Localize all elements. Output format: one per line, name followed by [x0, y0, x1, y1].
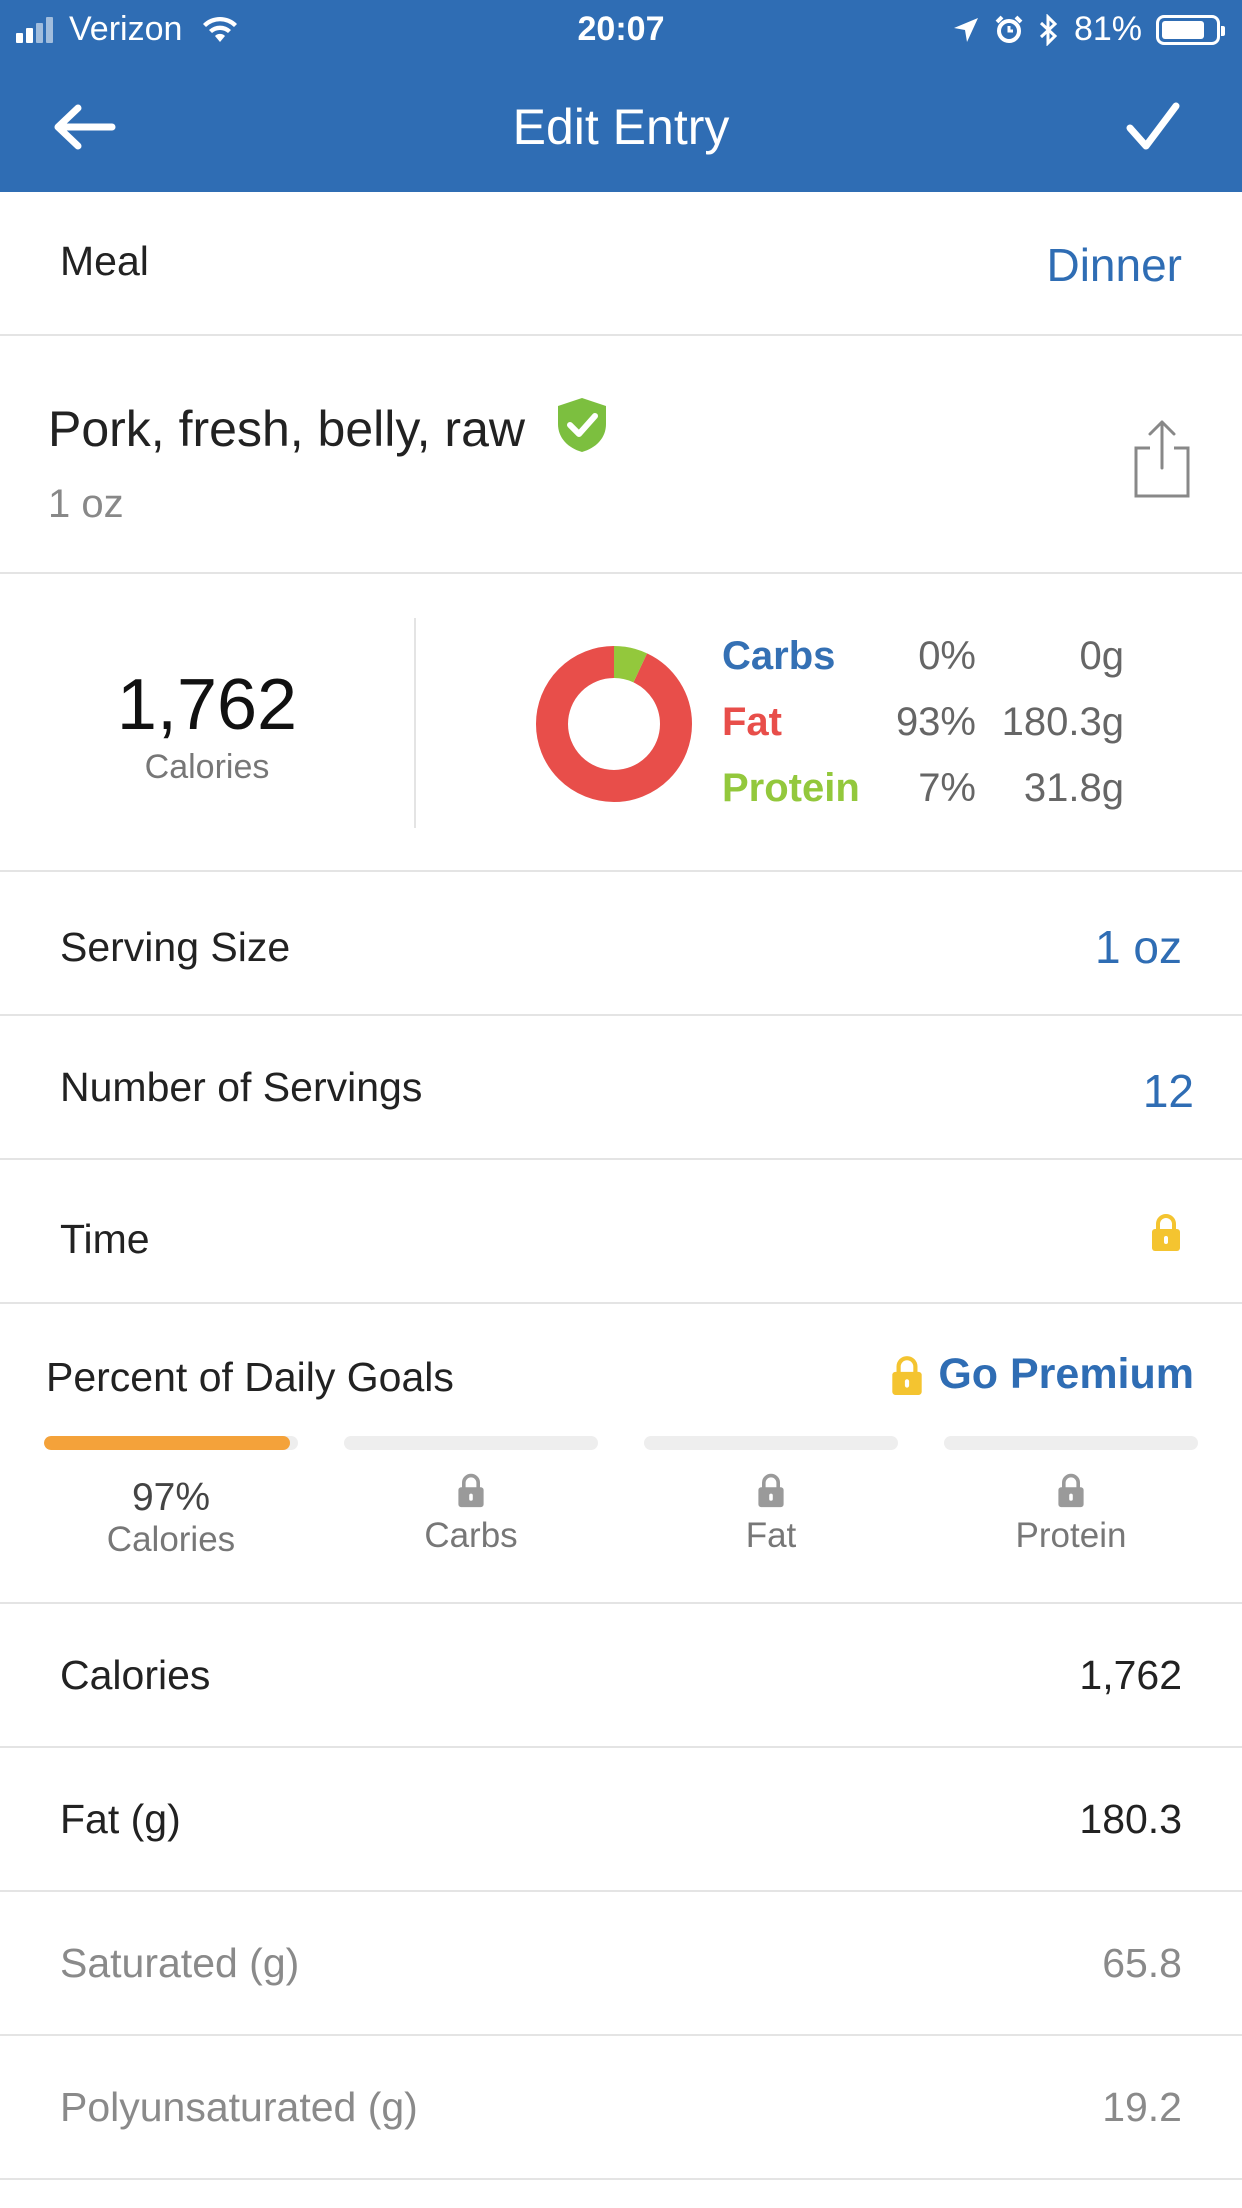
status-right: 81%: [952, 10, 1225, 49]
premium-lock-icon: [892, 1355, 923, 1395]
goal-protein-label: Protein: [1015, 1516, 1127, 1555]
goal-fat-label: Fat: [745, 1516, 797, 1555]
top-bar: Verizon 20:07 81%: [0, 0, 1242, 192]
time-row[interactable]: Time: [0, 1160, 1242, 1304]
goal-carbs-label: Carbs: [424, 1516, 518, 1555]
calorie-summary: 1,762 Calories Carbs 0% 0g Fat 93% 180.3…: [0, 574, 1242, 872]
macro-carbs-grams: 0g: [1079, 634, 1125, 678]
share-icon[interactable]: [1130, 416, 1194, 500]
nutrient-value: 180.3: [1079, 1796, 1182, 1842]
nutrient-row: Fat (g) 180.3: [0, 1748, 1242, 1892]
battery-percent: 81%: [1073, 10, 1142, 48]
page-title: Edit Entry: [512, 99, 730, 155]
nutrient-label: Calories: [60, 1652, 211, 1698]
goal-calories-percent: 97%: [131, 1476, 211, 1519]
goal-fat-track: [644, 1436, 898, 1450]
meal-value[interactable]: Dinner: [1046, 239, 1182, 291]
alarm-icon: [995, 15, 1023, 43]
nav-bar: Edit Entry: [0, 62, 1242, 192]
goal-calories-track: [44, 1436, 298, 1450]
donut-slice-fat: [536, 646, 692, 802]
status-time: 20:07: [577, 10, 665, 48]
calories-label: Calories: [144, 748, 270, 786]
serving-size-label: Serving Size: [60, 924, 291, 970]
go-premium-label: Go Premium: [938, 1350, 1194, 1398]
goal-fat: Fat: [644, 1436, 898, 1556]
macro-protein-name: Protein: [722, 766, 860, 810]
bluetooth-icon: [1039, 13, 1058, 46]
goal-calories-label: Calories: [106, 1520, 236, 1559]
carrier-label: Verizon: [69, 10, 183, 48]
signal-icon: [16, 16, 53, 43]
nutrient-label: Polyunsaturated (g): [60, 2084, 418, 2130]
location-arrow-icon: [953, 17, 978, 42]
status-left: Verizon: [16, 10, 238, 49]
lock-icon[interactable]: [1150, 1212, 1182, 1252]
macro-protein-grams: 31.8g: [1023, 766, 1124, 810]
serving-size-value[interactable]: 1 oz: [1095, 921, 1182, 973]
goal-carbs: Carbs: [344, 1436, 598, 1556]
goal-carbs-lock-icon: [458, 1473, 484, 1508]
macro-carbs-name: Carbs: [722, 634, 836, 678]
macro-fat-grams: 180.3g: [1001, 700, 1124, 744]
goal-protein-lock-icon: [1058, 1473, 1084, 1508]
food-quantity: 1 oz: [48, 482, 124, 526]
macro-fat-name: Fat: [722, 700, 782, 744]
food-name: Pork, fresh, belly, raw: [48, 401, 526, 457]
calories-total: 1,762: [116, 665, 298, 745]
number-of-servings-label: Number of Servings: [60, 1064, 423, 1110]
goal-carbs-track: [344, 1436, 598, 1450]
nutrient-value: 1,762: [1079, 1652, 1182, 1698]
go-premium-link[interactable]: Go Premium: [890, 1350, 1194, 1399]
nutrient-label: Fat (g): [60, 1796, 181, 1842]
food-header: Pork, fresh, belly, raw 1 oz: [0, 336, 1242, 574]
status-bar: Verizon 20:07 81%: [0, 0, 1242, 62]
nutrient-row: Saturated (g) 65.8: [0, 1892, 1242, 2036]
nutrient-value: 19.2: [1102, 2084, 1182, 2130]
macro-carbs-percent: 0%: [918, 634, 976, 678]
nutrient-value: 65.8: [1102, 1940, 1182, 1986]
back-arrow-icon[interactable]: [52, 102, 116, 152]
serving-size-row[interactable]: Serving Size 1 oz: [0, 872, 1242, 1016]
goal-protein-track: [944, 1436, 1198, 1450]
meal-label: Meal: [60, 238, 149, 284]
nutrient-row: Calories 1,762: [0, 1604, 1242, 1748]
macro-donut-chart: [536, 646, 692, 802]
time-label: Time: [60, 1216, 150, 1262]
save-check-icon[interactable]: [1124, 98, 1182, 156]
summary-divider: [414, 618, 416, 828]
number-of-servings-value[interactable]: 12: [1142, 1065, 1194, 1117]
nutrient-row: Polyunsaturated (g) 19.2: [0, 2036, 1242, 2180]
number-of-servings-row[interactable]: Number of Servings 12: [0, 1016, 1242, 1160]
goal-calories: 97% Calories: [44, 1436, 298, 1560]
donut-slice-protein: [536, 646, 692, 802]
nutrient-label: Saturated (g): [60, 1940, 300, 1986]
macro-protein-percent: 7%: [918, 766, 976, 810]
verified-shield-icon: [558, 398, 606, 452]
goal-calories-progress: [44, 1436, 291, 1450]
goal-protein: Protein: [944, 1436, 1198, 1556]
daily-goals-title: Percent of Daily Goals: [46, 1354, 454, 1400]
battery-icon: [1156, 14, 1225, 45]
daily-goals-section: Percent of Daily Goals Go Premium 97% Ca…: [0, 1304, 1242, 1604]
meal-row[interactable]: Meal Dinner: [0, 192, 1242, 336]
wifi-icon: [203, 16, 238, 42]
macro-fat-percent: 93%: [895, 700, 976, 744]
goal-fat-lock-icon: [758, 1473, 784, 1508]
